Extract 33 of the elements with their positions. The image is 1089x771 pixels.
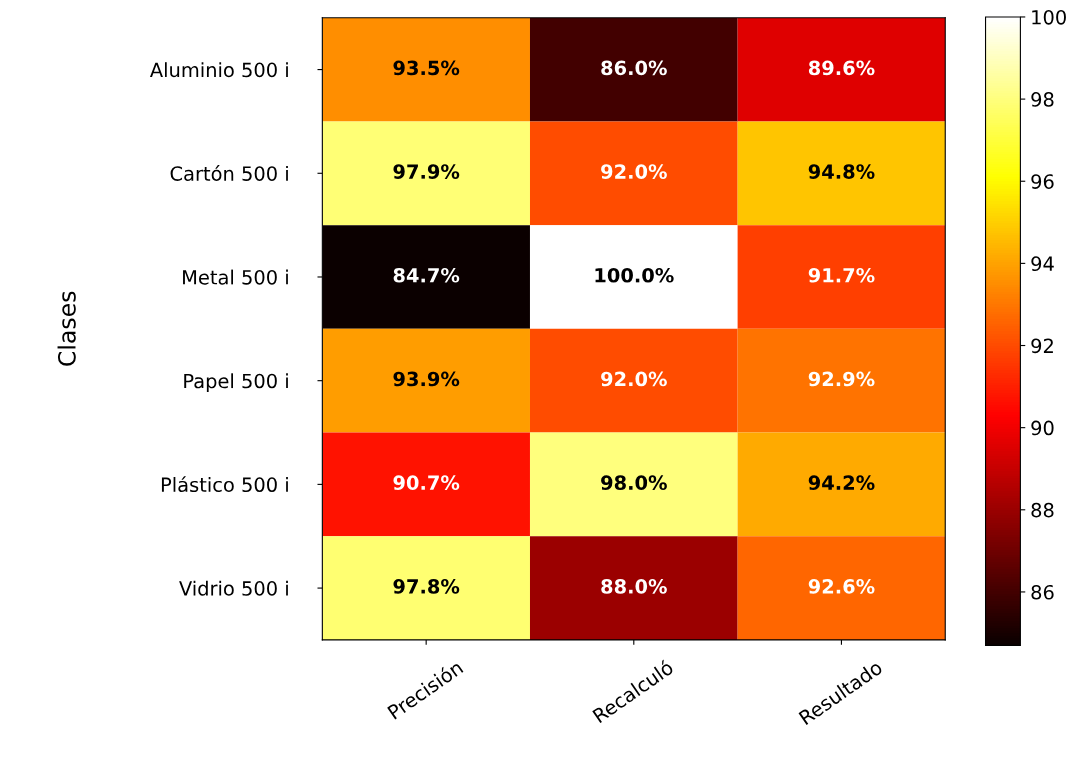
data-label: 97.8% xyxy=(393,579,460,594)
data-label: 100.0% xyxy=(595,267,674,283)
y-tick-label: Plástico 500 i xyxy=(161,476,288,493)
data-label: 84.7% xyxy=(393,267,460,283)
data-label: 88.0% xyxy=(601,579,667,594)
data-label: 92.6% xyxy=(808,579,875,594)
y-tick-label: Cartón 500 i xyxy=(170,165,288,181)
y-tick-label: Papel 500 i xyxy=(184,373,288,393)
y-axis-title: Clases xyxy=(57,291,76,366)
data-label: 94.8% xyxy=(808,164,875,179)
color-bar-label: 100 xyxy=(1032,9,1066,25)
data-label: 98.0% xyxy=(601,475,667,491)
y-tick-label: Metal 500 i xyxy=(183,269,288,285)
data-label: 92.0% xyxy=(601,371,667,387)
data-label: 93.9% xyxy=(393,371,460,387)
color-bar-label: 94 xyxy=(1031,256,1054,272)
data-label: 92.0% xyxy=(601,164,667,179)
data-label: 97.9% xyxy=(393,164,460,179)
color-bar-label: 90 xyxy=(1031,420,1054,436)
color-bar-label: 96 xyxy=(1031,174,1054,189)
data-label: 86.0% xyxy=(601,60,667,76)
data-label: 91.7% xyxy=(808,267,875,283)
data-label: 93.5% xyxy=(393,60,460,76)
data-label: 92.9% xyxy=(808,371,875,387)
color-bar-label: 88 xyxy=(1031,502,1054,518)
data-label: 94.2% xyxy=(808,475,875,491)
data-label: 89.6% xyxy=(808,60,875,76)
y-tick-label: Aluminio 500 i xyxy=(149,62,288,78)
color-bar-label: 86 xyxy=(1031,584,1054,600)
data-label: 90.7% xyxy=(393,475,460,491)
color-bar-label: 98 xyxy=(1031,92,1054,107)
y-tick-label: Vidrio 500 i xyxy=(179,580,288,596)
color-bar-label: 92 xyxy=(1031,338,1053,354)
